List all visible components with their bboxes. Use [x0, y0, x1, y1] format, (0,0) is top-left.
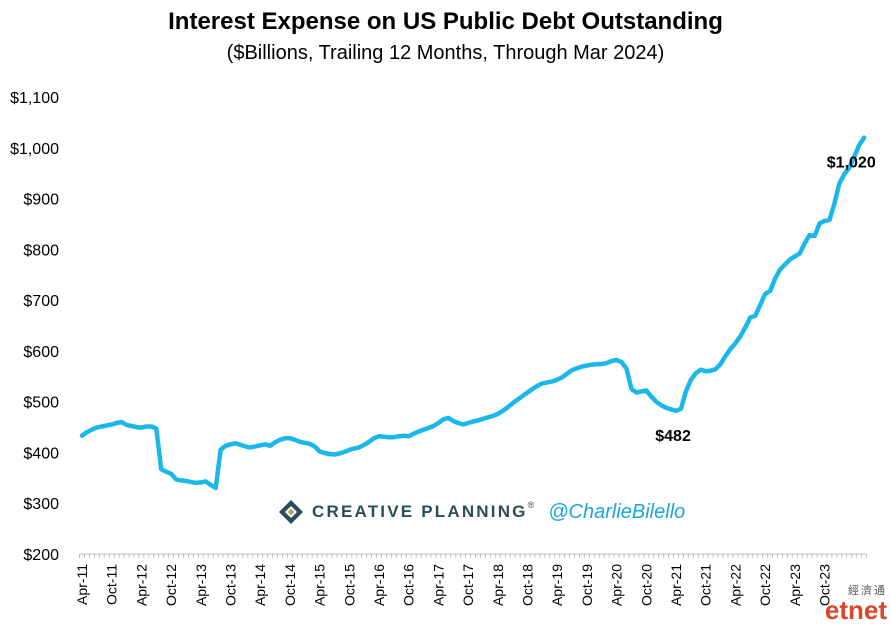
x-tick-label: Apr-21 [668, 564, 684, 606]
y-tick-label: $200 [23, 547, 59, 564]
series-line [79, 135, 867, 491]
y-tick-label: $900 [23, 192, 59, 209]
etnet-logo-chinese: 經濟通 [848, 584, 887, 597]
watermark-handle: @CharlieBilello [548, 500, 686, 523]
y-tick-label: $500 [23, 395, 59, 412]
x-tick-label: Apr-11 [74, 564, 90, 605]
etnet-logo: 經濟通 etnet [824, 582, 887, 625]
x-tick-label: Oct-18 [520, 564, 536, 606]
x-tick-label: Oct-19 [579, 564, 595, 606]
x-tick-label: Apr-12 [133, 564, 149, 606]
x-axis: Apr-11 Oct-11 Apr-12 Oct-12 Apr-13 Oct-13 Apr-… [74, 553, 868, 606]
x-tick-label: Apr-19 [549, 564, 565, 606]
x-tick-label: Oct-17 [460, 564, 476, 606]
data-label: $1,020 [827, 155, 876, 172]
creative-planning-logo-icon [279, 500, 303, 524]
etnet-logo-text: etnet [824, 595, 887, 625]
x-tick-label: Apr-17 [430, 564, 446, 606]
x-tick-label: Oct-15 [341, 564, 357, 606]
x-tick-label: Apr-14 [252, 564, 268, 606]
y-axis: $200 $300 $400 $500 $600 $700 $800 $900 $1,000 $1… [10, 90, 59, 564]
x-tick-label: Apr-13 [193, 564, 209, 606]
x-tick-label: Oct-11 [104, 564, 120, 605]
y-tick-label: $1,000 [10, 141, 59, 158]
x-tick-label: Apr-20 [609, 564, 625, 606]
watermark: CREATIVE PLANNING ® @CharlieBilello [278, 494, 685, 530]
x-tick-label: Apr-23 [787, 564, 803, 606]
x-tick-label: Apr-18 [490, 564, 506, 606]
watermark-registered: ® [527, 500, 535, 510]
x-tick-label: Oct-13 [223, 564, 239, 606]
x-tick-label: Oct-12 [163, 564, 179, 606]
data-label: $482 [655, 428, 691, 445]
annotations: $482 $1,020 [655, 155, 876, 445]
x-tick-label: Oct-16 [401, 564, 417, 606]
y-tick-label: $400 [23, 445, 59, 462]
y-tick-label: $700 [23, 293, 59, 310]
x-tick-label: Apr-15 [312, 564, 328, 606]
x-tick-label: Oct-20 [638, 564, 654, 606]
y-tick-label: $1,100 [10, 90, 59, 107]
x-tick-label: Oct-21 [698, 564, 714, 606]
chart-subtitle: ($Billions, Trailing 12 Months, Through … [226, 42, 665, 64]
x-tick-label: Oct-14 [282, 564, 298, 606]
x-tick-label: Oct-23 [817, 564, 833, 606]
y-tick-label: $800 [23, 242, 59, 259]
x-tick-label: Oct-22 [757, 564, 773, 606]
chart-title: Interest Expense on US Public Debt Outst… [168, 8, 723, 35]
y-tick-label: $300 [23, 496, 59, 513]
y-tick-label: $600 [23, 344, 59, 361]
x-tick-label: Apr-16 [371, 564, 387, 606]
series-group [79, 135, 867, 491]
watermark-brand: CREATIVE PLANNING [312, 502, 528, 521]
x-tick-label: Apr-22 [727, 564, 743, 606]
